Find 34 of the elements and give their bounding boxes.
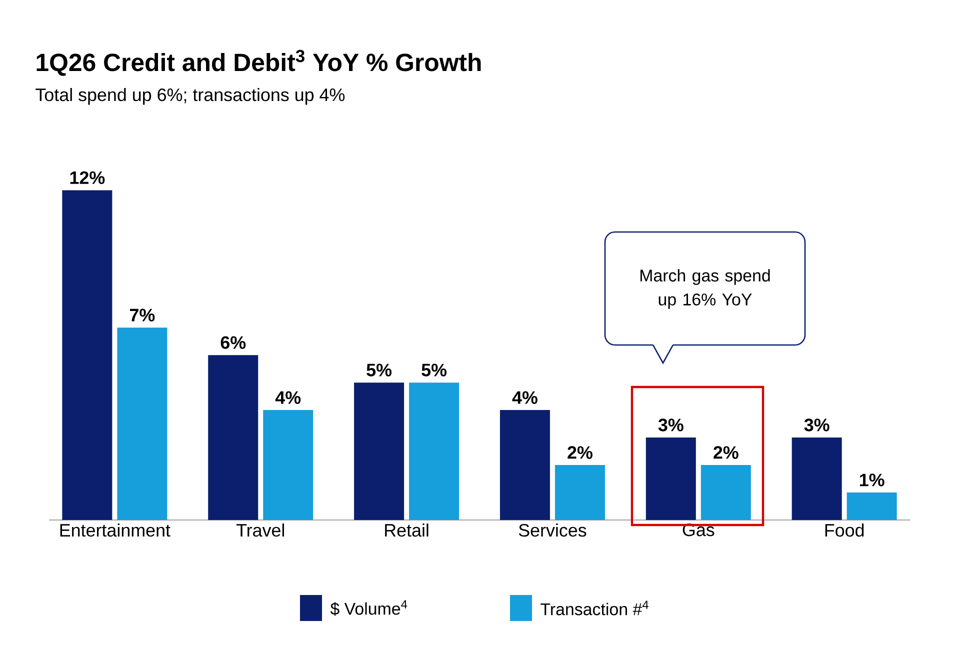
x-tick-label: Services (518, 524, 586, 537)
bar (700, 465, 751, 520)
data-label: 2% (568, 446, 592, 459)
chart-title: 1Q26 Credit and Debit$^{3}$ YoY % Growth (36, 50, 481, 76)
bar (554, 465, 605, 520)
annotation: March gas spend up 16% YoY (640, 269, 770, 309)
x-tick-label: Travel (236, 524, 284, 537)
legend-label: $ Volume$^{4}$ (330, 600, 408, 616)
data-label: 2% (714, 446, 738, 459)
data-label: 1% (860, 474, 884, 486)
x-tick-label: Entertainment (60, 524, 170, 537)
bar (646, 438, 696, 520)
bar (409, 382, 460, 520)
bar (500, 410, 550, 520)
data-label: 12% (70, 171, 105, 184)
data-label: 4% (275, 391, 301, 404)
bar (846, 492, 897, 520)
bar (792, 438, 842, 520)
bar (62, 190, 112, 520)
data-label: 3% (658, 418, 684, 432)
data-label: 3% (804, 418, 830, 432)
data-label: 5% (422, 364, 447, 376)
chart-subtitle: Total spend up 6%; transactions up 4% (36, 88, 345, 105)
data-label: 5% (366, 364, 392, 376)
x-tick-label: Retail (385, 524, 428, 537)
data-label: 7% (130, 308, 155, 322)
bar (263, 410, 314, 520)
x-tick-label: Food (825, 524, 864, 537)
data-label: 4% (512, 391, 538, 404)
data-label: 6% (220, 336, 246, 349)
bar (354, 382, 404, 520)
legend-label: Transaction #$^{4}$ (540, 600, 648, 616)
bar (208, 355, 258, 520)
bar (117, 328, 168, 520)
